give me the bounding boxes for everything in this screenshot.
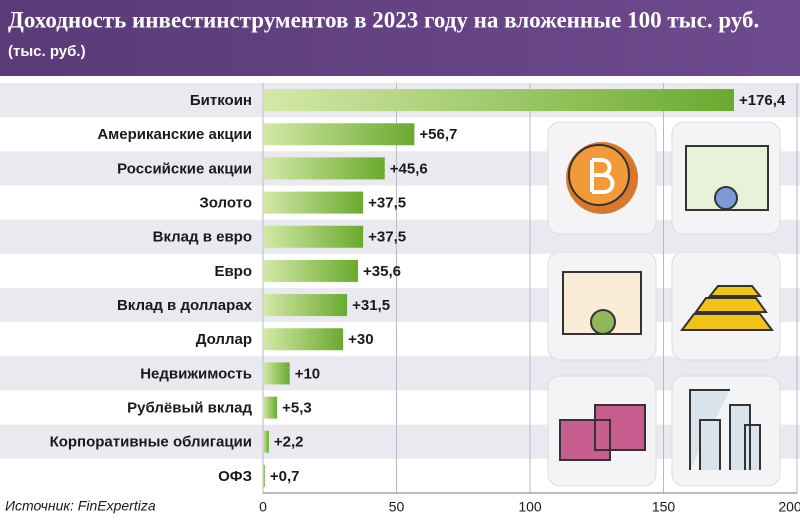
bar	[263, 123, 415, 146]
value-label: +5,3	[282, 400, 312, 417]
category-label: Рублёвый вклад	[127, 400, 252, 417]
bar	[263, 259, 359, 282]
value-label: +176,4	[739, 92, 786, 109]
grid: 0 50 100 150 200	[259, 83, 800, 515]
row-bands	[0, 83, 800, 493]
icon-buildings	[689, 389, 761, 470]
icon-coin-mark	[590, 158, 615, 194]
x-tick-label: 100	[518, 499, 542, 515]
category-label: Вклад в долларах	[117, 297, 253, 314]
icons	[547, 121, 781, 487]
bar	[263, 294, 348, 317]
value-label: +30	[348, 331, 373, 348]
category-label: Евро	[214, 263, 252, 280]
bars: Биткоин +176,4 Американские акции +56,7 Росс…	[50, 89, 786, 487]
bar	[263, 89, 734, 112]
x-tick-label: 0	[259, 499, 267, 515]
header-band	[0, 0, 800, 76]
row-band	[0, 424, 800, 459]
icon-certificate	[685, 145, 769, 211]
bar	[263, 362, 290, 385]
x-tick-label: 150	[652, 499, 676, 515]
row-band	[0, 288, 800, 323]
category-label: Недвижимость	[140, 365, 252, 382]
category-label: Биткоин	[190, 92, 252, 109]
value-label: +0,7	[270, 468, 300, 485]
bar	[263, 396, 278, 419]
value-label: +2,2	[274, 434, 304, 451]
row-band	[0, 151, 800, 186]
icon-seal	[590, 309, 616, 335]
category-label: Доллар	[196, 331, 252, 348]
bar	[263, 157, 385, 180]
row-band	[0, 219, 800, 254]
value-label: +45,6	[390, 160, 428, 177]
x-tick-label: 200	[778, 499, 800, 515]
row-band	[0, 458, 800, 493]
icon-money	[559, 404, 646, 461]
row-band	[0, 322, 800, 357]
bar	[263, 328, 344, 351]
value-label: +37,5	[368, 229, 406, 246]
x-tick-label: 50	[389, 499, 405, 515]
value-label: +37,5	[368, 195, 406, 212]
row-band	[0, 356, 800, 391]
row-band	[0, 390, 800, 425]
icon-gold	[680, 285, 774, 331]
category-label: Американские акции	[97, 126, 252, 143]
value-label: +31,5	[352, 297, 390, 314]
row-band	[0, 185, 800, 220]
category-label: Российские акции	[117, 160, 252, 177]
source: Источник: FinExpertiza	[5, 498, 156, 514]
value-label: +10	[295, 365, 320, 382]
bar	[263, 430, 269, 453]
category-label: Вклад в евро	[153, 229, 252, 246]
chart-title: Доходность инвестинструментов в 2023 год…	[8, 7, 759, 32]
value-label: +56,7	[419, 126, 457, 143]
icon-seal	[714, 186, 738, 210]
value-label: +35,6	[363, 263, 401, 280]
bar	[263, 464, 265, 487]
category-label: Золото	[199, 195, 252, 212]
chart-subtitle: (тыс. руб.)	[8, 43, 86, 60]
bar	[263, 225, 364, 248]
category-label: Корпоративные облигации	[50, 434, 252, 451]
category-label: ОФЗ	[218, 468, 252, 485]
row-band	[0, 253, 800, 288]
bar	[263, 191, 364, 214]
